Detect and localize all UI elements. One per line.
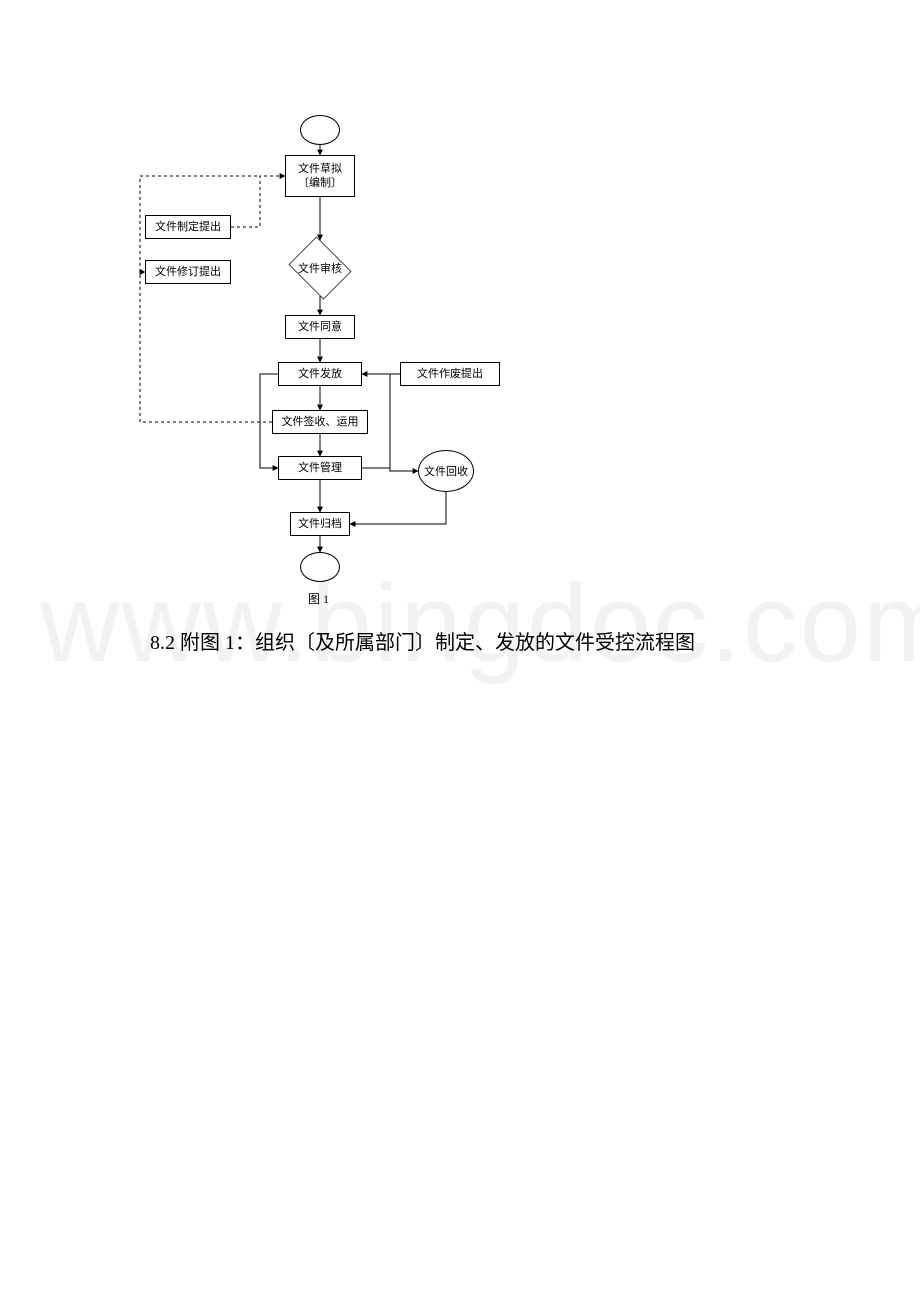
flow-archive: 文件归档 bbox=[290, 512, 350, 536]
flow-signuse: 文件签收、运用 bbox=[272, 410, 368, 434]
flow-agree: 文件同意 bbox=[285, 315, 355, 339]
watermark: www.bingdoc.com bbox=[40, 560, 920, 687]
flow-end bbox=[300, 552, 340, 582]
flow-recycle: 文件回收 bbox=[418, 450, 474, 492]
flow-invalid: 文件作废提出 bbox=[400, 362, 500, 386]
flow-review-label: 文件审核 bbox=[298, 260, 342, 276]
page: www.bingdoc.com 文件草拟 〔编制〕 文件制定提出 文件修订提出 … bbox=[0, 0, 920, 1302]
flow-issue: 文件发放 bbox=[278, 362, 362, 386]
flow-manage: 文件管理 bbox=[278, 456, 362, 480]
flow-draft: 文件草拟 〔编制〕 bbox=[285, 155, 355, 197]
flow-propose: 文件制定提出 bbox=[145, 215, 231, 239]
figure-label: 图 1 bbox=[308, 590, 329, 607]
flow-revise: 文件修订提出 bbox=[145, 260, 231, 284]
caption: 8.2 附图 1：组织〔及所属部门〕制定、发放的文件受控流程图 bbox=[150, 626, 695, 655]
flow-start bbox=[300, 115, 340, 145]
flow-review: 文件审核 bbox=[285, 240, 355, 296]
